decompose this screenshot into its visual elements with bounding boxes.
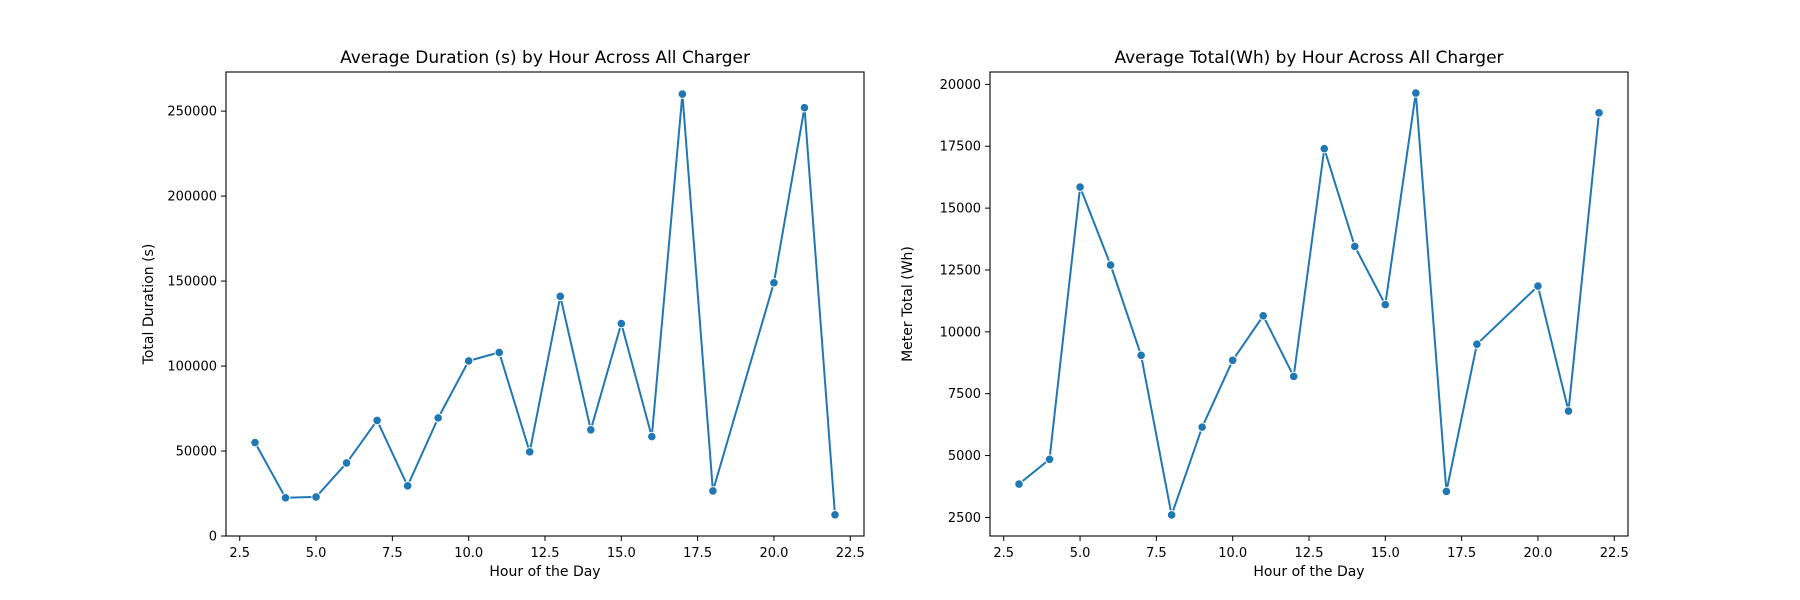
data-point xyxy=(1441,486,1452,497)
y-axis-label: Meter Total (Wh) xyxy=(900,246,916,362)
series-points xyxy=(1014,88,1604,520)
x-tick-label: 5.0 xyxy=(1070,546,1091,561)
data-point xyxy=(1563,406,1574,416)
data-point xyxy=(1288,371,1299,382)
data-point xyxy=(677,89,688,99)
data-point xyxy=(799,102,810,113)
data-point xyxy=(708,486,718,496)
x-tick-label: 7.5 xyxy=(1146,546,1167,561)
data-point xyxy=(1044,454,1055,465)
x-axis-ticks: 2.5 5.0 7.5 10.0 12.5 15.0 17.5 20.0 22.5 xyxy=(229,536,865,561)
data-point xyxy=(1136,350,1146,361)
data-point xyxy=(1014,479,1024,489)
x-tick-label: 2.5 xyxy=(993,546,1014,561)
x-tick-label: 12.5 xyxy=(1295,546,1324,561)
data-point xyxy=(647,431,657,442)
x-tick-label: 15.0 xyxy=(1371,546,1400,561)
data-point xyxy=(555,291,566,302)
y-tick-label: 5000 xyxy=(948,449,981,464)
x-tick-label: 22.5 xyxy=(836,546,865,561)
x-tick-label: 10.0 xyxy=(454,546,483,561)
x-tick-label: 2.5 xyxy=(229,546,250,561)
data-point xyxy=(463,356,474,366)
x-tick-label: 20.0 xyxy=(759,546,788,561)
data-point xyxy=(250,437,260,448)
data-point xyxy=(1258,310,1269,321)
y-tick-label: 10000 xyxy=(940,325,981,340)
data-point xyxy=(1319,143,1330,154)
x-tick-label: 15.0 xyxy=(607,546,636,561)
x-tick-label: 20.0 xyxy=(1523,546,1552,561)
data-point xyxy=(494,347,505,358)
x-axis-label: Hour of the Day xyxy=(489,564,600,580)
data-point xyxy=(830,509,840,520)
data-point xyxy=(433,413,443,423)
y-tick-label: 7500 xyxy=(948,387,981,402)
y-tick-label: 17500 xyxy=(940,140,981,155)
y-tick-label: 200000 xyxy=(167,190,217,205)
data-point xyxy=(1227,355,1238,366)
y-tick-label: 250000 xyxy=(167,105,217,120)
data-point xyxy=(1075,182,1085,192)
data-point xyxy=(1411,88,1421,98)
data-point xyxy=(372,415,382,426)
data-point xyxy=(769,277,779,288)
data-point xyxy=(1533,281,1543,291)
y-axis-ticks: 2500 5000 7500 10000 12500 15000 17500 20000 xyxy=(940,78,990,526)
x-tick-label: 12.5 xyxy=(531,546,560,561)
x-tick-label: 17.5 xyxy=(683,546,712,561)
energy-chart: Average Total(Wh) by Hour Across All Cha… xyxy=(900,48,1629,580)
data-point xyxy=(402,481,413,491)
x-tick-label: 10.0 xyxy=(1218,546,1247,561)
data-point xyxy=(616,318,627,329)
series-points xyxy=(250,89,840,520)
x-axis-label: Hour of the Day xyxy=(1253,564,1364,580)
chart-title: Average Total(Wh) by Hour Across All Cha… xyxy=(1114,48,1503,68)
data-point xyxy=(1197,422,1207,432)
data-point xyxy=(1166,510,1177,520)
x-tick-label: 5.0 xyxy=(306,546,327,561)
y-tick-label: 150000 xyxy=(167,275,217,290)
y-tick-label: 0 xyxy=(209,530,217,545)
x-tick-label: 22.5 xyxy=(1600,546,1629,561)
y-axis-ticks: 0 50000 100000 150000 200000 250000 xyxy=(167,105,226,545)
y-tick-label: 50000 xyxy=(176,445,217,460)
y-tick-label: 12500 xyxy=(940,263,981,278)
x-tick-label: 7.5 xyxy=(382,546,403,561)
data-point xyxy=(524,447,535,457)
data-point xyxy=(1349,241,1360,252)
x-axis-ticks: 2.5 5.0 7.5 10.0 12.5 15.0 17.5 20.0 22.5 xyxy=(993,536,1629,561)
y-tick-label: 15000 xyxy=(940,202,981,217)
data-point xyxy=(1472,339,1482,350)
data-point xyxy=(1594,108,1604,118)
y-tick-label: 2500 xyxy=(948,511,981,526)
y-tick-label: 20000 xyxy=(940,78,981,93)
data-point xyxy=(1105,260,1116,270)
data-point xyxy=(311,492,321,502)
duration-chart: Average Duration (s) by Hour Across All … xyxy=(141,48,865,580)
y-tick-label: 100000 xyxy=(167,360,217,375)
data-point xyxy=(1380,299,1391,310)
y-axis-label: Total Duration (s) xyxy=(141,244,157,366)
chart-title: Average Duration (s) by Hour Across All … xyxy=(340,48,750,68)
data-point xyxy=(280,492,291,503)
x-tick-label: 17.5 xyxy=(1447,546,1476,561)
data-point xyxy=(341,458,352,468)
data-point xyxy=(585,424,596,435)
